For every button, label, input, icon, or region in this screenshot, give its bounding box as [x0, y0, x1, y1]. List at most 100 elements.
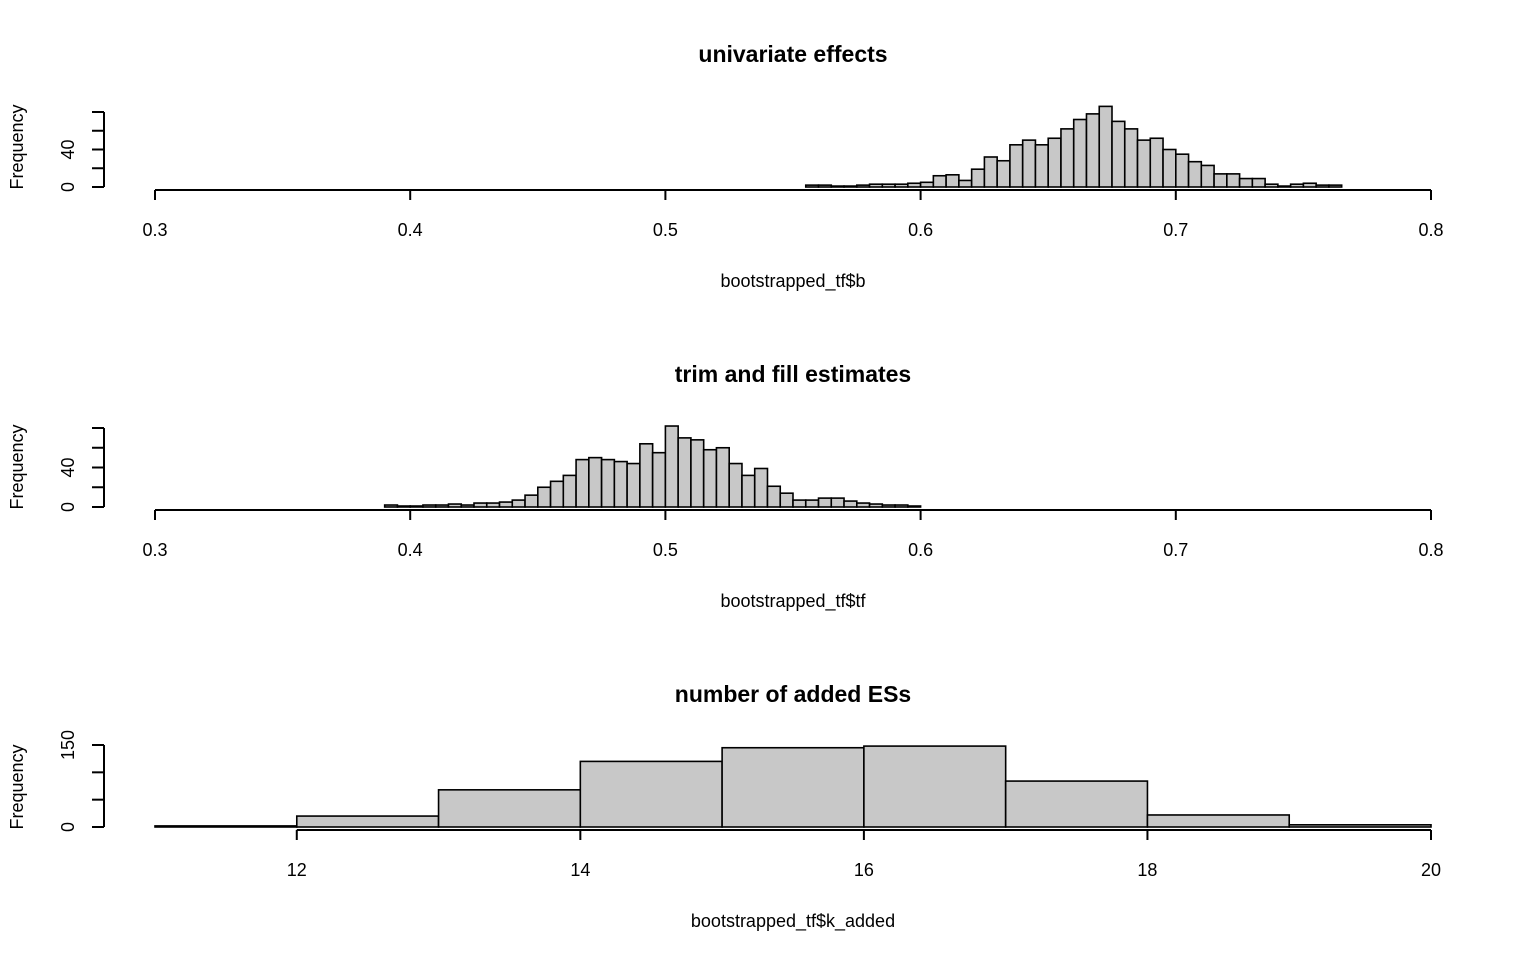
histogram-bar	[651, 451, 667, 508]
histogram-bar	[1277, 185, 1292, 188]
histogram-bar	[1251, 177, 1266, 188]
histogram-bar	[932, 174, 947, 188]
histogram-bar	[575, 458, 590, 508]
histogram-bar	[830, 185, 845, 188]
x-tick-label: 0.7	[1163, 540, 1188, 560]
x-tick-label: 0.4	[398, 540, 423, 560]
x-tick-label: 18	[1137, 860, 1157, 880]
histogram-bar	[1009, 144, 1024, 188]
histogram-bar	[958, 179, 973, 188]
histogram-bar	[855, 184, 871, 188]
histogram-bar	[970, 168, 986, 188]
histogram-bar	[1289, 183, 1305, 188]
panel-number-of-added-ess: number of added ESs Frequency bootstrapp…	[7, 681, 1441, 932]
chart-title: number of added ESs	[675, 681, 911, 707]
histogram-bar	[1200, 164, 1215, 188]
x-axis-label: bootstrapped_tf$tf	[720, 591, 866, 612]
x-axis-label: bootstrapped_tf$b	[720, 271, 865, 292]
x-tick-label: 16	[854, 860, 874, 880]
histogram-bar	[792, 499, 807, 508]
histogram-bar	[422, 504, 437, 508]
histogram-bar	[983, 156, 998, 188]
y-axis-label: Frequency	[7, 744, 27, 829]
histogram-bar	[639, 442, 654, 508]
histogram-bar	[549, 480, 565, 508]
histogram-bar	[766, 485, 782, 508]
histogram-bar	[1004, 780, 1149, 828]
histogram-bar	[664, 425, 679, 508]
histogram-bar	[1288, 824, 1432, 828]
histogram-bar	[1021, 139, 1037, 188]
x-tick-label: 20	[1421, 860, 1441, 880]
histogram-bar	[817, 497, 833, 508]
histogram-bar	[1226, 173, 1241, 188]
x-tick-label: 14	[570, 860, 590, 880]
histogram-bar	[154, 825, 298, 828]
histogram-bar	[1111, 120, 1126, 188]
panel-trim-and-fill-estimates: trim and fill estimates Frequency bootst…	[7, 361, 1444, 612]
histogram-bar	[1047, 137, 1062, 188]
histogram-bar	[843, 500, 858, 508]
histogram-bar	[536, 486, 552, 508]
histogram-bars	[804, 105, 1343, 188]
histogram-bar	[1136, 139, 1152, 188]
histogram-bar	[721, 746, 865, 828]
x-tick-label: 0.3	[142, 220, 167, 240]
axes: 0.3 0.4 0.5 0.6 0.7 0.8 0 40	[58, 111, 1444, 240]
x-tick-label: 0.4	[398, 220, 423, 240]
histogram-bar	[434, 504, 450, 508]
chart-title: trim and fill estimates	[675, 361, 911, 387]
y-axis-label: Frequency	[7, 104, 27, 189]
histogram-bar	[1328, 184, 1343, 188]
histogram-bar	[741, 474, 756, 508]
histogram-bar	[702, 448, 718, 508]
histogram-bar	[473, 502, 488, 508]
histogram-bar	[1149, 137, 1164, 188]
histogram-bar	[1098, 105, 1113, 188]
x-tick-label: 12	[287, 860, 307, 880]
chart-title: univariate effects	[698, 41, 887, 67]
x-tick-label: 0.6	[908, 540, 933, 560]
histogram-bar	[1187, 160, 1203, 188]
histogram-bar	[894, 504, 909, 508]
histogram-bar	[868, 503, 884, 508]
histogram-bar	[460, 504, 475, 508]
histogram-bar	[1060, 128, 1075, 188]
histogram-bar	[626, 462, 641, 508]
y-tick-label: 0	[58, 182, 78, 192]
histogram-bar	[1072, 118, 1088, 188]
histogram-bar	[437, 789, 582, 828]
histogram-bar	[579, 760, 723, 828]
histogram-bar	[600, 458, 616, 508]
histogram-bar	[1162, 148, 1177, 188]
histogram-bar	[677, 437, 692, 508]
x-axis-label: bootstrapped_tf$k_added	[691, 911, 895, 932]
axes: 12 14 16 18 20 0 150	[58, 730, 1441, 880]
histogram-bar	[588, 456, 603, 508]
panel-univariate-effects: univariate effects Frequency bootstrappe…	[7, 41, 1444, 292]
histogram-bar	[1315, 184, 1330, 188]
histogram-bar	[690, 439, 705, 508]
histogram-bar	[613, 460, 628, 508]
histogram-bar	[945, 174, 960, 188]
x-tick-label: 0.5	[653, 220, 678, 240]
histogram-bar	[409, 505, 424, 508]
histogram-bar	[907, 182, 922, 188]
histogram-bar	[396, 505, 412, 508]
histogram-bars	[383, 425, 922, 508]
x-tick-label: 0.8	[1418, 540, 1443, 560]
y-tick-label: 0	[58, 822, 78, 832]
histogram-bar	[383, 504, 399, 508]
y-tick-label: 40	[58, 139, 78, 159]
histogram-bar	[562, 474, 577, 508]
histogram-bar	[996, 159, 1011, 188]
x-tick-label: 0.3	[142, 540, 167, 560]
histogram-bar	[830, 497, 845, 508]
histogram-bar	[1085, 113, 1101, 188]
histogram-bar	[498, 501, 514, 508]
histogram-bar	[804, 499, 820, 508]
histogram-bar	[817, 184, 833, 188]
histogram-bar	[728, 462, 743, 508]
axes: 0.3 0.4 0.5 0.6 0.7 0.8 0 40	[58, 427, 1444, 560]
